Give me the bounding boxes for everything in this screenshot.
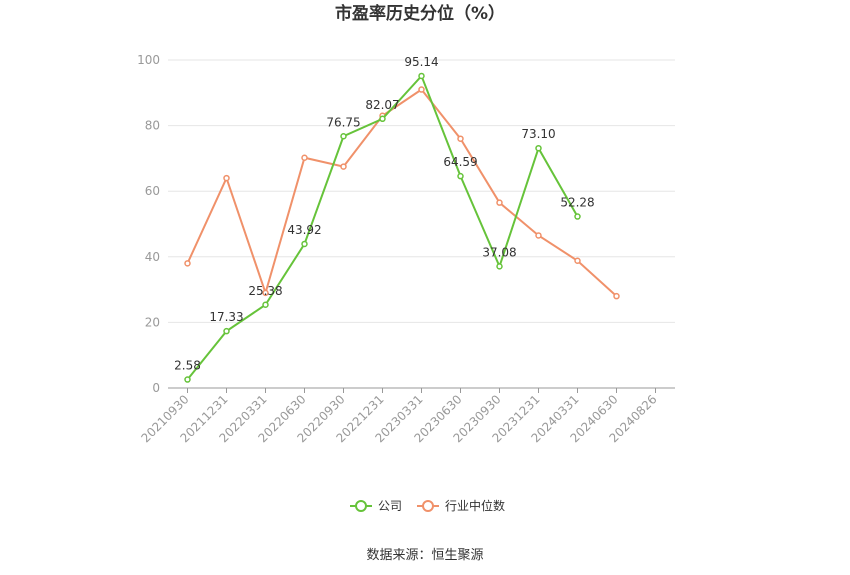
data-point	[340, 163, 347, 170]
data-point	[457, 135, 464, 142]
y-tick-label: 40	[145, 250, 160, 264]
data-label: 43.92	[287, 223, 321, 237]
data-label: 82.07	[365, 98, 399, 112]
series-group	[184, 72, 620, 383]
data-label: 95.14	[404, 55, 438, 69]
data-point	[223, 174, 230, 182]
x-axis-ticks: 2021093020211231202203312022063020220930…	[139, 388, 660, 445]
y-axis-ticks: 0 20 40 60 80 100	[137, 53, 160, 395]
y-tick-label: 80	[145, 119, 160, 133]
data-point	[457, 172, 464, 180]
data-point	[184, 260, 191, 267]
data-point	[418, 72, 425, 80]
y-tick-label: 0	[152, 381, 160, 395]
data-point	[379, 115, 386, 123]
data-label: 73.10	[521, 127, 555, 141]
data-point	[574, 257, 581, 264]
data-point	[613, 292, 620, 300]
grid-lines	[168, 59, 675, 323]
data-label: 25.38	[248, 284, 282, 298]
data-point	[418, 86, 425, 93]
data-labels: 2.58 17.33 25.38 43.92 76.75 82.07 95.14 64.59 3…	[174, 55, 595, 373]
y-tick-label: 100	[137, 53, 160, 67]
data-label: 64.59	[443, 155, 477, 169]
data-point	[535, 232, 542, 239]
data-point	[535, 144, 542, 152]
data-label: 76.75	[326, 115, 360, 129]
data-label: 52.28	[560, 196, 594, 210]
legend-label: 公司	[378, 499, 402, 513]
data-point	[184, 376, 191, 383]
data-point	[262, 301, 269, 309]
data-point	[496, 199, 503, 206]
data-point	[301, 154, 308, 161]
data-point	[262, 289, 269, 297]
legend-label: 行业中位数	[445, 498, 505, 513]
legend-item[interactable]: 行业中位数	[417, 498, 505, 513]
data-point	[496, 263, 503, 270]
data-point	[301, 240, 308, 248]
source-note: 数据来源：恒生聚源	[366, 548, 483, 563]
chart-title: 市盈率历史分位（%）	[335, 3, 505, 24]
y-tick-label: 20	[145, 315, 160, 329]
y-tick-label: 60	[145, 184, 160, 198]
data-label: 2.58	[174, 359, 201, 373]
legend-marker	[355, 500, 367, 512]
legend-marker	[422, 500, 434, 512]
data-point	[223, 327, 230, 335]
legend-item[interactable]: 公司	[350, 499, 402, 513]
legend[interactable]: 公司 行业中位数	[350, 498, 505, 513]
data-point	[574, 213, 581, 220]
data-label: 37.08	[482, 245, 516, 259]
series-line	[186, 88, 618, 297]
data-label: 17.33	[209, 310, 243, 324]
data-point	[340, 133, 347, 140]
